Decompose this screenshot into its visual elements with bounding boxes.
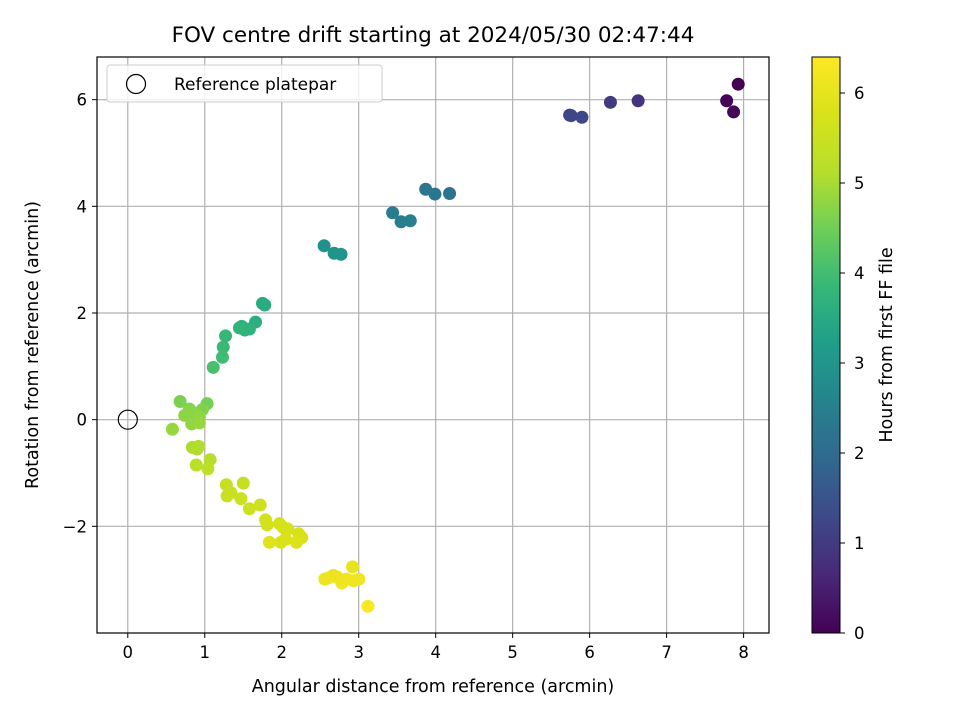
y-axis-label: Rotation from reference (arcmin) [23, 201, 43, 489]
legend-marker-circle [125, 73, 147, 95]
data-point [253, 498, 267, 512]
data-point [234, 492, 248, 506]
data-point [443, 187, 457, 201]
y-axis-ticks: −2 0 2 4 6 [63, 91, 97, 536]
y-tick-label: 0 [77, 411, 88, 430]
x-tick-label: 0 [123, 643, 134, 662]
colorbar-gradient [811, 56, 841, 634]
data-point [727, 105, 741, 119]
data-point [219, 329, 233, 343]
y-tick-label: 4 [77, 197, 88, 216]
data-point [242, 322, 256, 336]
colorbar-label: Hours from first FF file [877, 247, 897, 442]
data-points [165, 77, 745, 613]
chart-title: FOV centre drift starting at 2024/05/30 … [172, 23, 695, 48]
data-point [190, 442, 204, 456]
reference-point-marker [117, 409, 138, 430]
data-point [258, 298, 272, 312]
legend-box [106, 64, 383, 103]
x-tick-label: 8 [738, 643, 749, 662]
colorbar-tick-label: 3 [854, 354, 865, 373]
data-point [260, 518, 274, 532]
legend-label: Reference platepar [174, 75, 336, 95]
data-point [346, 560, 360, 574]
data-point [215, 350, 229, 364]
data-point [201, 462, 215, 476]
data-point [242, 502, 256, 516]
x-tick-label: 5 [507, 643, 518, 662]
data-point [419, 182, 433, 196]
data-point [236, 476, 250, 490]
grid-lines [97, 57, 769, 633]
data-point [165, 422, 179, 436]
data-point [346, 574, 360, 588]
colorbar-ticks: 0 1 2 3 4 5 6 [840, 84, 865, 643]
data-point [232, 321, 246, 335]
data-point [289, 535, 303, 549]
data-point [262, 535, 276, 549]
colorbar-tick-label: 0 [854, 624, 865, 643]
data-point [321, 571, 335, 585]
colorbar-tick-label: 5 [854, 174, 865, 193]
colorbar-tick-label: 4 [854, 264, 865, 283]
data-point [403, 214, 417, 228]
data-point [361, 599, 375, 613]
x-axis-ticks: 0 1 2 3 4 5 6 7 8 [123, 633, 749, 662]
plot-frame [96, 56, 770, 634]
x-tick-label: 1 [200, 643, 211, 662]
y-tick-label: 6 [77, 91, 88, 110]
data-point [564, 109, 578, 123]
x-tick-label: 4 [430, 643, 441, 662]
x-tick-label: 3 [353, 643, 364, 662]
data-point [216, 340, 230, 354]
x-tick-label: 2 [276, 643, 287, 662]
data-point [335, 576, 349, 590]
x-tick-label: 7 [661, 643, 672, 662]
y-tick-label: 2 [77, 304, 88, 323]
data-point [220, 489, 234, 503]
data-point [386, 206, 400, 220]
data-point [274, 535, 288, 549]
data-point [192, 416, 206, 430]
colorbar-tick-label: 6 [854, 84, 865, 103]
data-point [720, 94, 734, 108]
data-point [206, 360, 220, 374]
data-point [631, 94, 645, 108]
x-axis-label: Angular distance from reference (arcmin) [252, 677, 615, 697]
data-point [731, 77, 745, 91]
data-point [575, 110, 589, 124]
data-point [173, 395, 187, 409]
x-tick-label: 6 [584, 643, 595, 662]
data-point [334, 247, 348, 261]
y-tick-label: −2 [63, 517, 87, 536]
colorbar-tick-label: 1 [854, 534, 865, 553]
data-point [317, 239, 331, 253]
legend: Reference platepar [106, 64, 383, 103]
data-point [603, 95, 617, 109]
colorbar-tick-label: 2 [854, 444, 865, 463]
data-point [189, 458, 203, 472]
data-point [281, 522, 295, 536]
colorbar: 0 1 2 3 4 5 6 Hours from first FF file [811, 56, 897, 643]
reference-point [117, 409, 138, 430]
